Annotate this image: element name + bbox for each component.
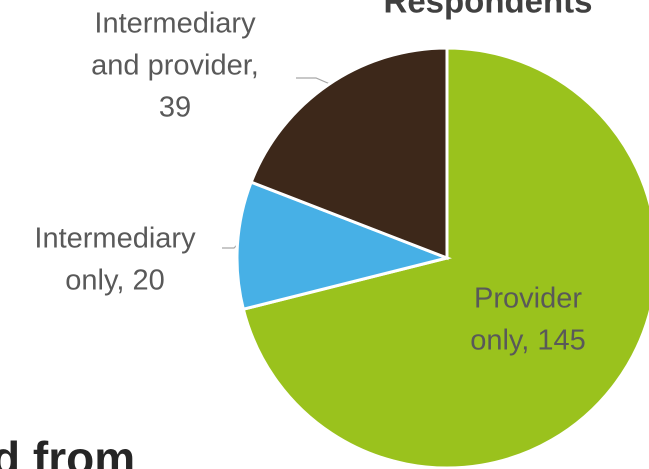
leader-line	[296, 77, 331, 85]
data-label: 39	[159, 92, 191, 124]
data-label: only, 20	[65, 265, 164, 297]
data-label: only, 145	[470, 325, 586, 357]
data-label: Provider	[474, 283, 582, 315]
data-label: and provider,	[91, 50, 259, 82]
pie-slice	[235, 180, 452, 312]
annotation: d from	[0, 432, 135, 469]
data-label: Intermediary	[94, 8, 256, 40]
chart-title: Respondents	[383, 0, 592, 20]
pie-slice	[241, 46, 649, 469]
pie-slice	[249, 46, 449, 261]
data-label: Intermediary	[34, 223, 196, 255]
